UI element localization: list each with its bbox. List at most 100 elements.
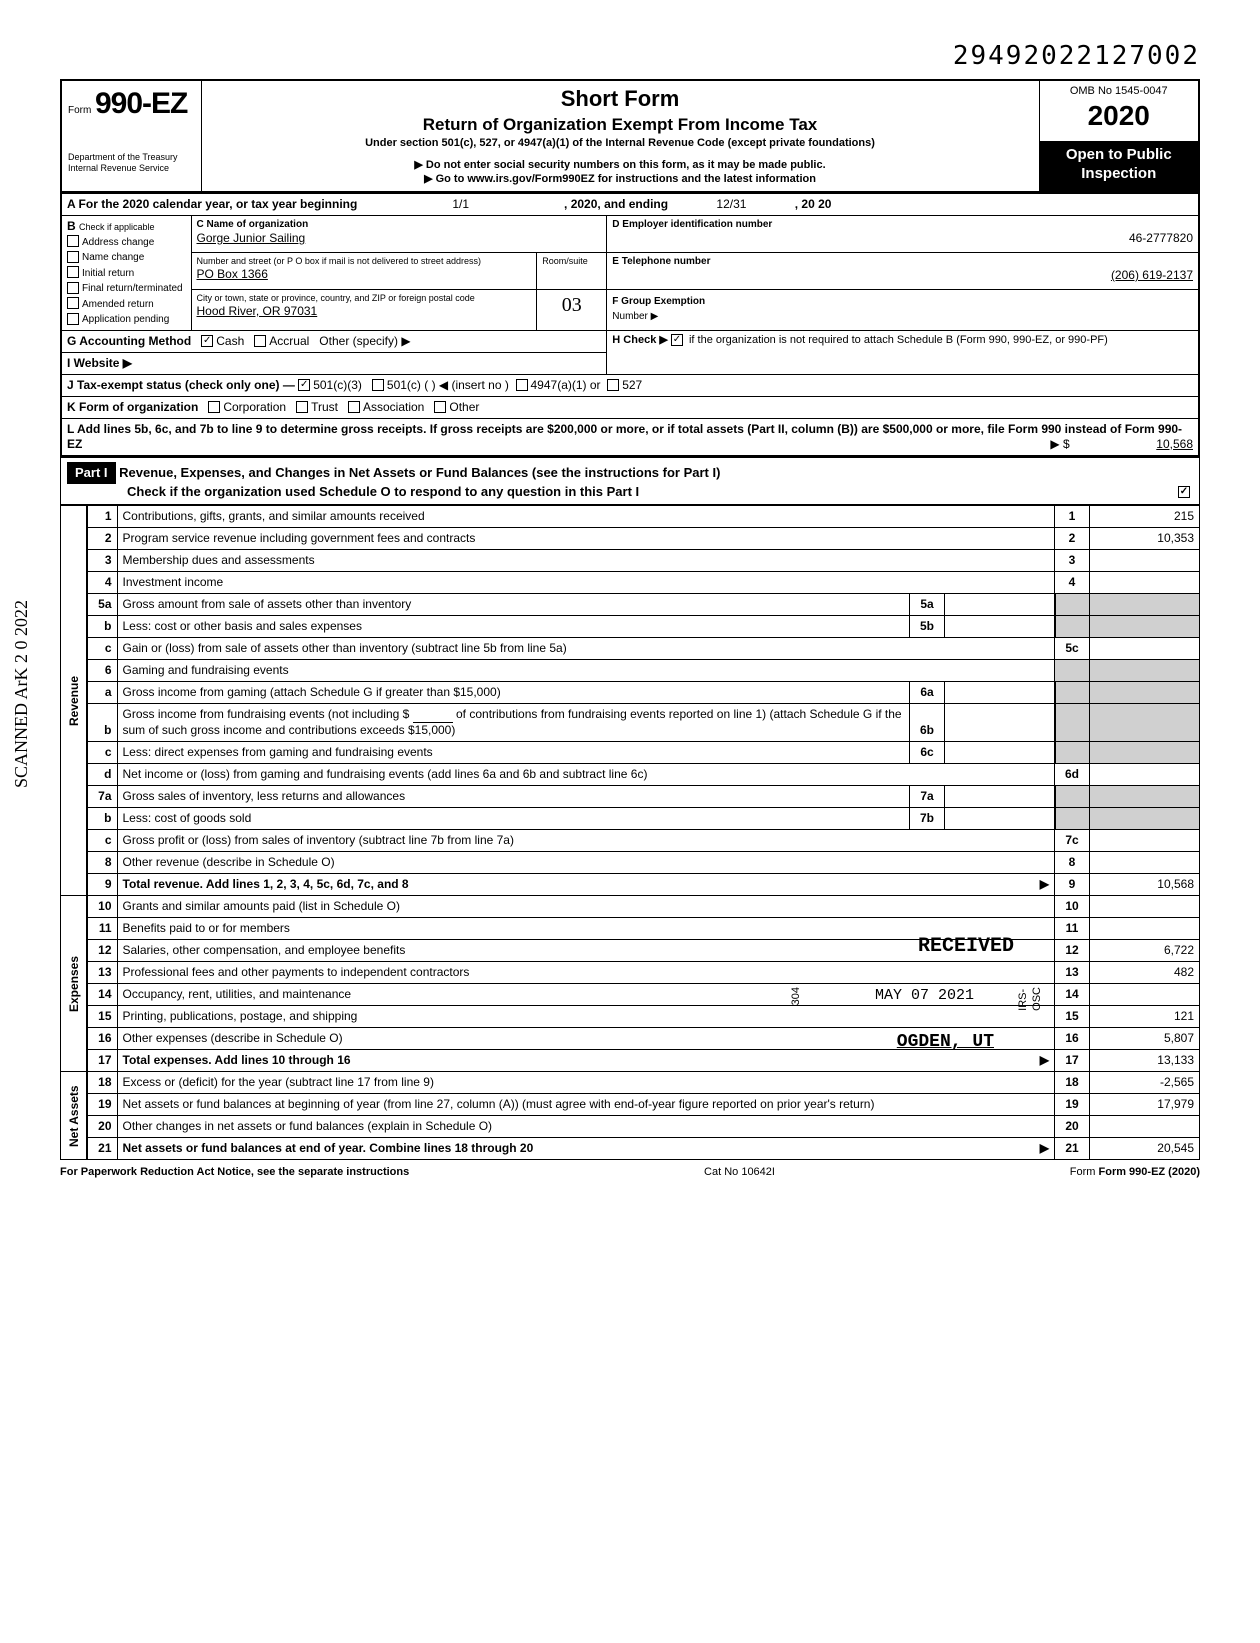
l5b-t: Less: cost or other basis and sales expe… <box>117 616 910 638</box>
ein: 46-2777820 <box>612 231 1193 246</box>
chk-other[interactable] <box>434 401 446 413</box>
b-item-4: Amended return <box>82 299 154 310</box>
chk-527[interactable] <box>607 379 619 391</box>
l17-n: 17 <box>87 1050 117 1072</box>
scanned-stamp: SCANNED ArK 2 0 2022 <box>10 600 33 788</box>
chk-corp[interactable] <box>208 401 220 413</box>
g-label: G Accounting Method <box>67 334 191 348</box>
room-val: 03 <box>537 289 607 330</box>
l5c-rv <box>1090 638 1200 660</box>
chk-final[interactable] <box>67 282 79 294</box>
l9-n: 9 <box>87 874 117 896</box>
l13-rn: 13 <box>1055 962 1090 984</box>
part1-bar: Part I <box>67 462 116 484</box>
l6d-rv <box>1090 764 1200 786</box>
l5b-rv <box>1090 616 1200 638</box>
lines-table: Revenue 1 Contributions, gifts, grants, … <box>60 505 1200 1160</box>
l2-rn: 2 <box>1055 528 1090 550</box>
f-sub: Number ▶ <box>612 311 658 322</box>
footer: For Paperwork Reduction Act Notice, see … <box>60 1166 1200 1180</box>
l4-rn: 4 <box>1055 572 1090 594</box>
j-527: 527 <box>622 378 642 392</box>
chk-trust[interactable] <box>296 401 308 413</box>
open-pub1: Open to Public <box>1046 146 1193 165</box>
g-accrual: Accrual <box>269 334 309 348</box>
part1-title: Revenue, Expenses, and Changes in Net As… <box>119 465 720 480</box>
l8-n: 8 <box>87 852 117 874</box>
l5a-rn <box>1055 594 1090 616</box>
row-a-begin: 1/1 <box>361 197 561 212</box>
l11-t: Benefits paid to or for members <box>117 918 1055 940</box>
l10-rv <box>1090 896 1200 918</box>
g-other: Other (specify) ▶ <box>319 334 410 348</box>
l5c-t: Gain or (loss) from sale of assets other… <box>117 638 1055 660</box>
l7a-mn: 7a <box>910 786 945 808</box>
chk-accrual[interactable] <box>254 335 266 347</box>
chk-part1-scho[interactable] <box>1178 486 1190 498</box>
k-assoc: Association <box>363 400 424 414</box>
l6b-mn: 6b <box>910 704 945 742</box>
side-netassets: Net Assets <box>61 1072 88 1160</box>
l17-t: Total expenses. Add lines 10 through 16 <box>123 1053 351 1067</box>
k-label: K Form of organization <box>67 400 198 414</box>
h-text: if the organization is not required to a… <box>689 334 1108 346</box>
b-item-5: Application pending <box>82 314 169 325</box>
chk-501c3[interactable] <box>298 379 310 391</box>
chk-address[interactable] <box>67 235 79 247</box>
l6-rn <box>1055 660 1090 682</box>
l6c-t: Less: direct expenses from gaming and fu… <box>117 742 910 764</box>
l14-rv <box>1090 984 1200 1006</box>
f-label: F Group Exemption <box>612 296 705 307</box>
chk-amended[interactable] <box>67 297 79 309</box>
instr2: ▶ Go to www.irs.gov/Form990EZ for instru… <box>208 173 1033 187</box>
l5b-mv <box>945 616 1055 638</box>
chk-4947[interactable] <box>516 379 528 391</box>
chk-initial[interactable] <box>67 266 79 278</box>
l15-t: Printing, publications, postage, and shi… <box>117 1006 1055 1028</box>
l1-rn: 1 <box>1055 506 1090 528</box>
l21-rv: 20,545 <box>1090 1138 1200 1160</box>
j-501c3: 501(c)(3) <box>313 378 362 392</box>
l7a-mv <box>945 786 1055 808</box>
l18-rv: -2,565 <box>1090 1072 1200 1094</box>
l11-rn: 11 <box>1055 918 1090 940</box>
l5a-mn: 5a <box>910 594 945 616</box>
l7a-rv <box>1090 786 1200 808</box>
l11-n: 11 <box>87 918 117 940</box>
title-main: Return of Organization Exempt From Incom… <box>208 114 1033 135</box>
stamp-received: RECEIVED <box>918 934 1014 959</box>
title-under: Under section 501(c), 527, or 4947(a)(1)… <box>208 137 1033 151</box>
chk-cash[interactable] <box>201 335 213 347</box>
chk-pending[interactable] <box>67 313 79 325</box>
j-4947: 4947(a)(1) or <box>531 378 601 392</box>
chk-assoc[interactable] <box>348 401 360 413</box>
chk-501c[interactable] <box>372 379 384 391</box>
l11-rv <box>1090 918 1200 940</box>
row-a: A For the 2020 calendar year, or tax yea… <box>60 193 1200 457</box>
l14-t: Occupancy, rent, utilities, and maintena… <box>123 987 352 1001</box>
b-sub: Check if applicable <box>79 222 155 232</box>
l8-t: Other revenue (describe in Schedule O) <box>117 852 1055 874</box>
l6-n: 6 <box>87 660 117 682</box>
l12-n: 12 <box>87 940 117 962</box>
d-label: D Employer identification number <box>612 219 1193 232</box>
addr: PO Box 1366 <box>197 267 532 282</box>
addr-label: Number and street (or P O box if mail is… <box>197 256 532 267</box>
l1-t: Contributions, gifts, grants, and simila… <box>117 506 1055 528</box>
l5a-n: 5a <box>87 594 117 616</box>
l6c-mv <box>945 742 1055 764</box>
l4-n: 4 <box>87 572 117 594</box>
chk-name[interactable] <box>67 251 79 263</box>
l21-arrow: ▶ <box>1040 1141 1049 1156</box>
side-expenses: Expenses <box>61 896 88 1072</box>
year: 2020 <box>1046 98 1193 133</box>
l17-arrow: ▶ <box>1040 1053 1049 1068</box>
l7a-t: Gross sales of inventory, less returns a… <box>117 786 910 808</box>
l5c-n: c <box>87 638 117 660</box>
l19-rn: 19 <box>1055 1094 1090 1116</box>
chk-h[interactable] <box>671 334 683 346</box>
l12-t: Salaries, other compensation, and employ… <box>123 943 406 957</box>
l-val: 10,568 <box>1073 437 1193 452</box>
l-text: L Add lines 5b, 6c, and 7b to line 9 to … <box>67 422 1182 451</box>
footer-right: Form Form 990-EZ (2020) <box>1070 1166 1200 1180</box>
